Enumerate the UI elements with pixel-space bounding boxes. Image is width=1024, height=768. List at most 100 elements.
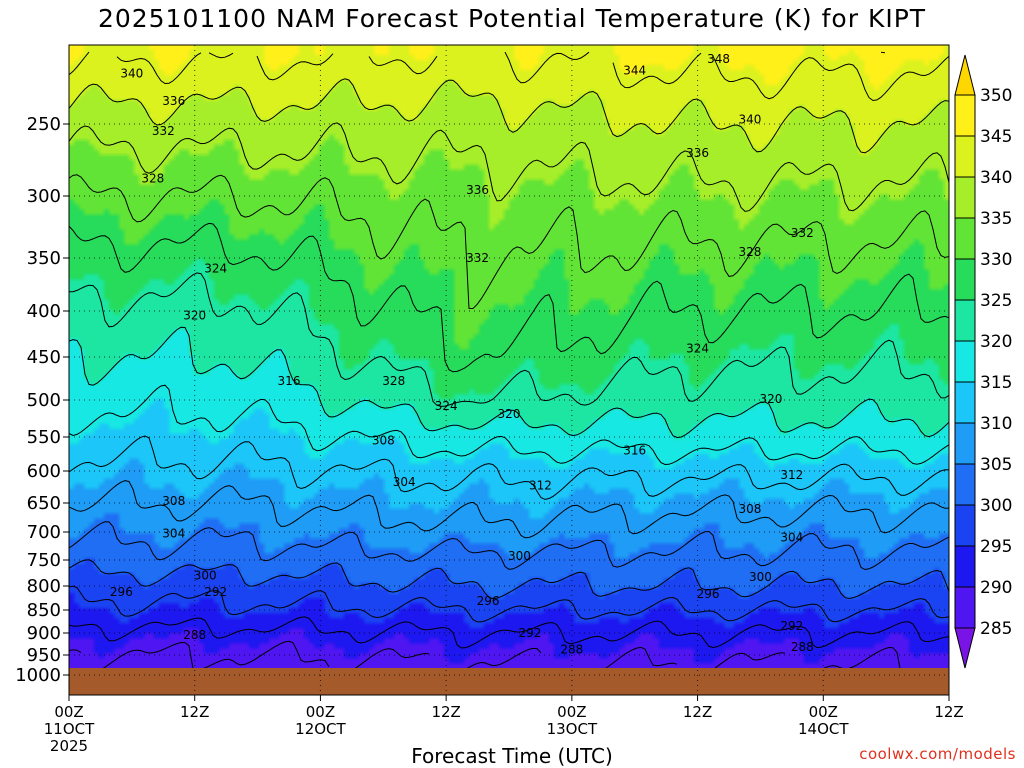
- contour-label: 336: [466, 183, 489, 197]
- contour-label: 300: [194, 569, 217, 583]
- contour-label: 304: [393, 475, 416, 489]
- contour-label: 340: [738, 113, 761, 127]
- chart-title: 2025101100 NAM Forecast Potential Temper…: [97, 4, 927, 33]
- credit-text: coolwx.com/models: [859, 745, 1016, 763]
- contour-line: [69, 480, 949, 539]
- y-tick-label: 450: [27, 347, 61, 368]
- colorbar-label: 335: [980, 209, 1012, 229]
- contour-label: 324: [204, 262, 227, 276]
- colorbar-label: 345: [980, 127, 1012, 147]
- theta-contour-lines: [69, 51, 949, 668]
- contour-line: [69, 78, 949, 154]
- contour-label: 336: [686, 146, 709, 160]
- colorbar-top-arrow: [954, 54, 976, 96]
- contour-label: 296: [110, 585, 133, 599]
- contour-label: 316: [623, 444, 646, 458]
- x-tick-label: 00Z: [54, 703, 83, 721]
- contour-line: [69, 174, 949, 310]
- x-tick-label: 14OCT: [798, 720, 849, 738]
- colorbar-swatch: [954, 340, 976, 383]
- y-axis-ticks: 2503003504004505005506006507007508008509…: [15, 114, 69, 686]
- y-tick-label: 950: [27, 645, 61, 666]
- colorbar-label: 285: [980, 619, 1012, 639]
- contour-label: 304: [162, 527, 185, 541]
- colorbar-swatch: [954, 258, 976, 301]
- colorbar-swatch: [954, 299, 976, 342]
- x-tick-label: 00Z: [557, 703, 586, 721]
- contour-label: 348: [707, 52, 730, 66]
- colorbar-label: 290: [980, 578, 1012, 598]
- contour-label: 308: [162, 494, 185, 508]
- colorbar-swatch: [954, 381, 976, 424]
- contour-line: [69, 521, 949, 571]
- y-tick-label: 850: [27, 600, 61, 621]
- colorbar-label: 295: [980, 537, 1012, 557]
- colorbar-label: 315: [980, 373, 1012, 393]
- contour-line: [69, 616, 949, 649]
- contour-label: 288: [560, 642, 583, 656]
- contour-label: 292: [518, 626, 541, 640]
- y-tick-label: 300: [27, 186, 61, 207]
- colorbar-label: 330: [980, 250, 1012, 270]
- contour-label: 296: [697, 587, 720, 601]
- colorbar-swatch: [954, 94, 976, 137]
- contour-label: 312: [529, 479, 552, 493]
- contour-line: [69, 585, 949, 623]
- colorbar-label: 305: [980, 455, 1012, 475]
- contour-line: [69, 384, 949, 466]
- contour-line: [69, 435, 949, 500]
- contour-label: 332: [466, 251, 489, 265]
- contour-label: 288: [183, 628, 206, 642]
- colorbar-swatch: [954, 463, 976, 506]
- y-tick-label: 1000: [15, 665, 61, 686]
- y-tick-label: 650: [27, 493, 61, 514]
- contour-label: 336: [162, 94, 185, 108]
- contour-label: 324: [435, 399, 458, 413]
- contour-label: 288: [791, 640, 814, 654]
- contour-label: 320: [759, 392, 782, 406]
- contour-label: 332: [791, 226, 814, 240]
- contour-label: 328: [141, 172, 164, 186]
- x-tick-label: 13OCT: [547, 720, 598, 738]
- contour-label: 312: [780, 468, 803, 482]
- x-tick-label: 12Z: [683, 703, 712, 721]
- contour-label: 340: [120, 67, 143, 81]
- ground-surface: [69, 668, 949, 695]
- colorbar-bottom-arrow: [954, 627, 976, 669]
- y-tick-label: 750: [27, 550, 61, 571]
- contour-labels: 348 344 340 340 336 336 336 332 332 332 328 328 328 3…: [110, 52, 814, 656]
- x-tick-label: 2025: [50, 737, 88, 755]
- y-tick-label: 900: [27, 623, 61, 644]
- contour-line: [69, 272, 949, 407]
- colorbar-swatch: [954, 422, 976, 465]
- x-tick-label: 11OCT: [44, 720, 95, 738]
- contour-label: 320: [183, 309, 206, 323]
- x-tick-label: 12Z: [180, 703, 209, 721]
- contour-label: 292: [780, 619, 803, 633]
- y-tick-label: 400: [27, 301, 61, 322]
- colorbar-swatch: [954, 135, 976, 178]
- contour-label: 300: [508, 549, 531, 563]
- colorbar-label: 350: [980, 86, 1012, 106]
- contour-line: [69, 122, 949, 212]
- x-tick-label: 00Z: [306, 703, 335, 721]
- contour-label: 296: [477, 594, 500, 608]
- colorbar-label: 325: [980, 291, 1012, 311]
- contour-line: [69, 640, 901, 668]
- y-tick-label: 550: [27, 427, 61, 448]
- colorbar-label: 310: [980, 414, 1012, 434]
- colorbar: 350 345 340 335 330 325 320 315 310 305 300 295 290 2…: [954, 54, 1012, 669]
- colorbar-label: 300: [980, 496, 1012, 516]
- colorbar-swatch: [954, 176, 976, 219]
- colorbar-label: 320: [980, 332, 1012, 352]
- colorbar-swatch: [954, 217, 976, 260]
- contour-line: [69, 222, 949, 373]
- x-axis-label: Forecast Time (UTC): [411, 744, 613, 768]
- x-tick-label: 12Z: [431, 703, 460, 721]
- contour-label: 324: [686, 342, 709, 356]
- y-tick-label: 600: [27, 461, 61, 482]
- contour-line: [69, 559, 949, 600]
- plot-frame: [68, 44, 950, 696]
- contour-label: 300: [749, 570, 772, 584]
- contour-label: 320: [498, 407, 521, 421]
